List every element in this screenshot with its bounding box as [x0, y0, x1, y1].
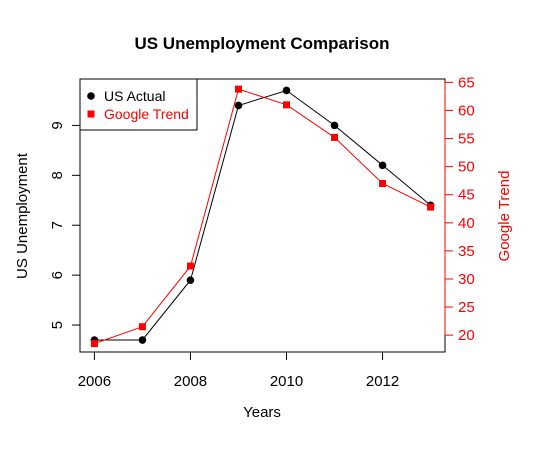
- right-y-tick-label: 30: [458, 271, 475, 288]
- data-point-us-actual: [282, 86, 291, 95]
- x-axis-label: Years: [243, 404, 281, 421]
- right-y-tick-label: 25: [458, 299, 475, 316]
- legend-label-us-actual: US Actual: [104, 88, 165, 104]
- data-point-us-actual: [378, 161, 387, 170]
- right-y-axis-label: Google Trend: [496, 171, 513, 262]
- x-tick-label: 2006: [78, 373, 111, 390]
- left-y-tick-label: 5: [49, 321, 66, 329]
- left-y-tick-label: 9: [49, 121, 66, 129]
- data-point-us-actual: [186, 276, 195, 284]
- right-y-tick-label: 50: [458, 159, 475, 176]
- x-tick-label: 2012: [366, 373, 399, 390]
- data-point-google-trend: [234, 85, 242, 93]
- left-y-tick-label: 7: [49, 221, 66, 229]
- legend-marker-us-actual: [87, 92, 95, 100]
- right-y-tick-label: 35: [458, 243, 475, 260]
- series-line-us-actual: [94, 89, 431, 341]
- data-point-google-trend: [379, 179, 387, 187]
- data-point-google-trend: [331, 133, 339, 141]
- legend: US Actual Google Trend: [79, 78, 198, 131]
- right-y-axis: 20 25 30 35 40 45 50 55 60 65: [444, 74, 475, 344]
- data-point-google-trend: [138, 323, 146, 331]
- data-point-google-trend: [186, 262, 194, 270]
- data-point-us-actual: [138, 336, 147, 344]
- chart-title: US Unemployment Comparison: [134, 34, 389, 53]
- series-line-google-trend: [94, 88, 431, 345]
- right-y-tick-label: 45: [458, 187, 475, 204]
- x-tick-label: 2008: [174, 373, 207, 390]
- legend-box: [79, 78, 198, 131]
- data-point-us-actual: [234, 101, 243, 110]
- data-point-us-actual: [330, 121, 339, 130]
- left-y-tick-label: 8: [49, 171, 66, 179]
- left-y-tick-label: 6: [49, 271, 66, 279]
- data-point-google-trend: [283, 101, 291, 109]
- right-y-tick-label: 60: [458, 102, 475, 119]
- right-y-tick-label: 55: [458, 131, 475, 148]
- left-y-axis: 5 6 7 8 9: [49, 121, 81, 329]
- data-point-google-trend: [90, 340, 98, 348]
- x-tick-label: 2010: [270, 373, 303, 390]
- legend-label-google-trend: Google Trend: [104, 106, 189, 122]
- left-y-axis-label: US Unemployment: [14, 152, 31, 279]
- series-layer: [90, 85, 435, 348]
- right-y-tick-label: 20: [458, 327, 475, 344]
- data-point-google-trend: [427, 203, 435, 211]
- x-axis: 2006 2008 2010 2012: [78, 351, 399, 390]
- right-y-tick-label: 40: [458, 215, 475, 232]
- right-y-tick-label: 65: [458, 74, 475, 91]
- legend-marker-google-trend: [87, 110, 95, 118]
